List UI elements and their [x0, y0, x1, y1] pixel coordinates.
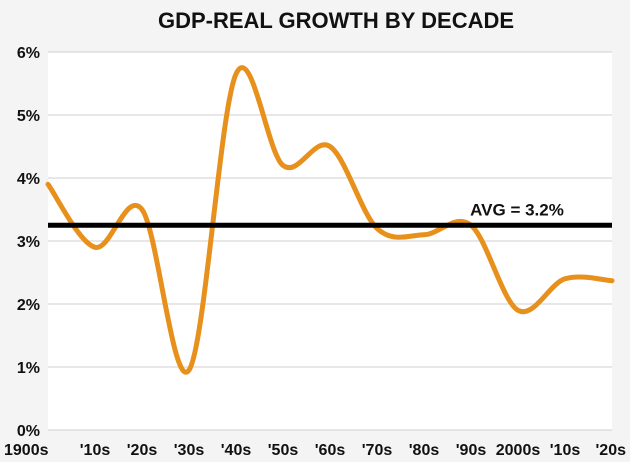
- x-tick-label: '90s: [456, 442, 487, 459]
- y-tick-label: 4%: [17, 171, 40, 188]
- x-tick-label: '10s: [550, 442, 581, 459]
- x-tick-label: 1900s: [4, 442, 49, 459]
- x-tick-label: '80s: [409, 442, 440, 459]
- x-tick-label: '20s: [596, 442, 627, 459]
- y-tick-label: 6%: [17, 45, 40, 62]
- x-tick-label: '40s: [221, 442, 252, 459]
- x-tick-label: '20s: [127, 442, 158, 459]
- x-tick-label: '50s: [268, 442, 299, 459]
- gridlines: [48, 51, 612, 431]
- x-tick-label: '60s: [315, 442, 346, 459]
- gdp-growth-line: [45, 65, 615, 375]
- y-axis-ticks: 0% 1% 2% 3% 4% 5% 6%: [17, 45, 40, 440]
- y-tick-label: 1%: [17, 360, 40, 377]
- x-tick-label: '70s: [362, 442, 393, 459]
- x-tick-label: 2000s: [496, 442, 541, 459]
- x-tick-label: '10s: [80, 442, 111, 459]
- x-axis-ticks: 1900s '10s '20s '30s '40s '50s '60s '70s '80s '90…: [4, 442, 626, 459]
- y-tick-label: 5%: [17, 108, 40, 125]
- y-tick-label: 3%: [17, 234, 40, 251]
- y-tick-label: 0%: [17, 423, 40, 440]
- average-label: AVG = 3.2%: [470, 200, 564, 219]
- chart-title: GDP-REAL GROWTH BY DECADE: [158, 8, 514, 33]
- y-tick-label: 2%: [17, 297, 40, 314]
- x-tick-label: '30s: [174, 442, 205, 459]
